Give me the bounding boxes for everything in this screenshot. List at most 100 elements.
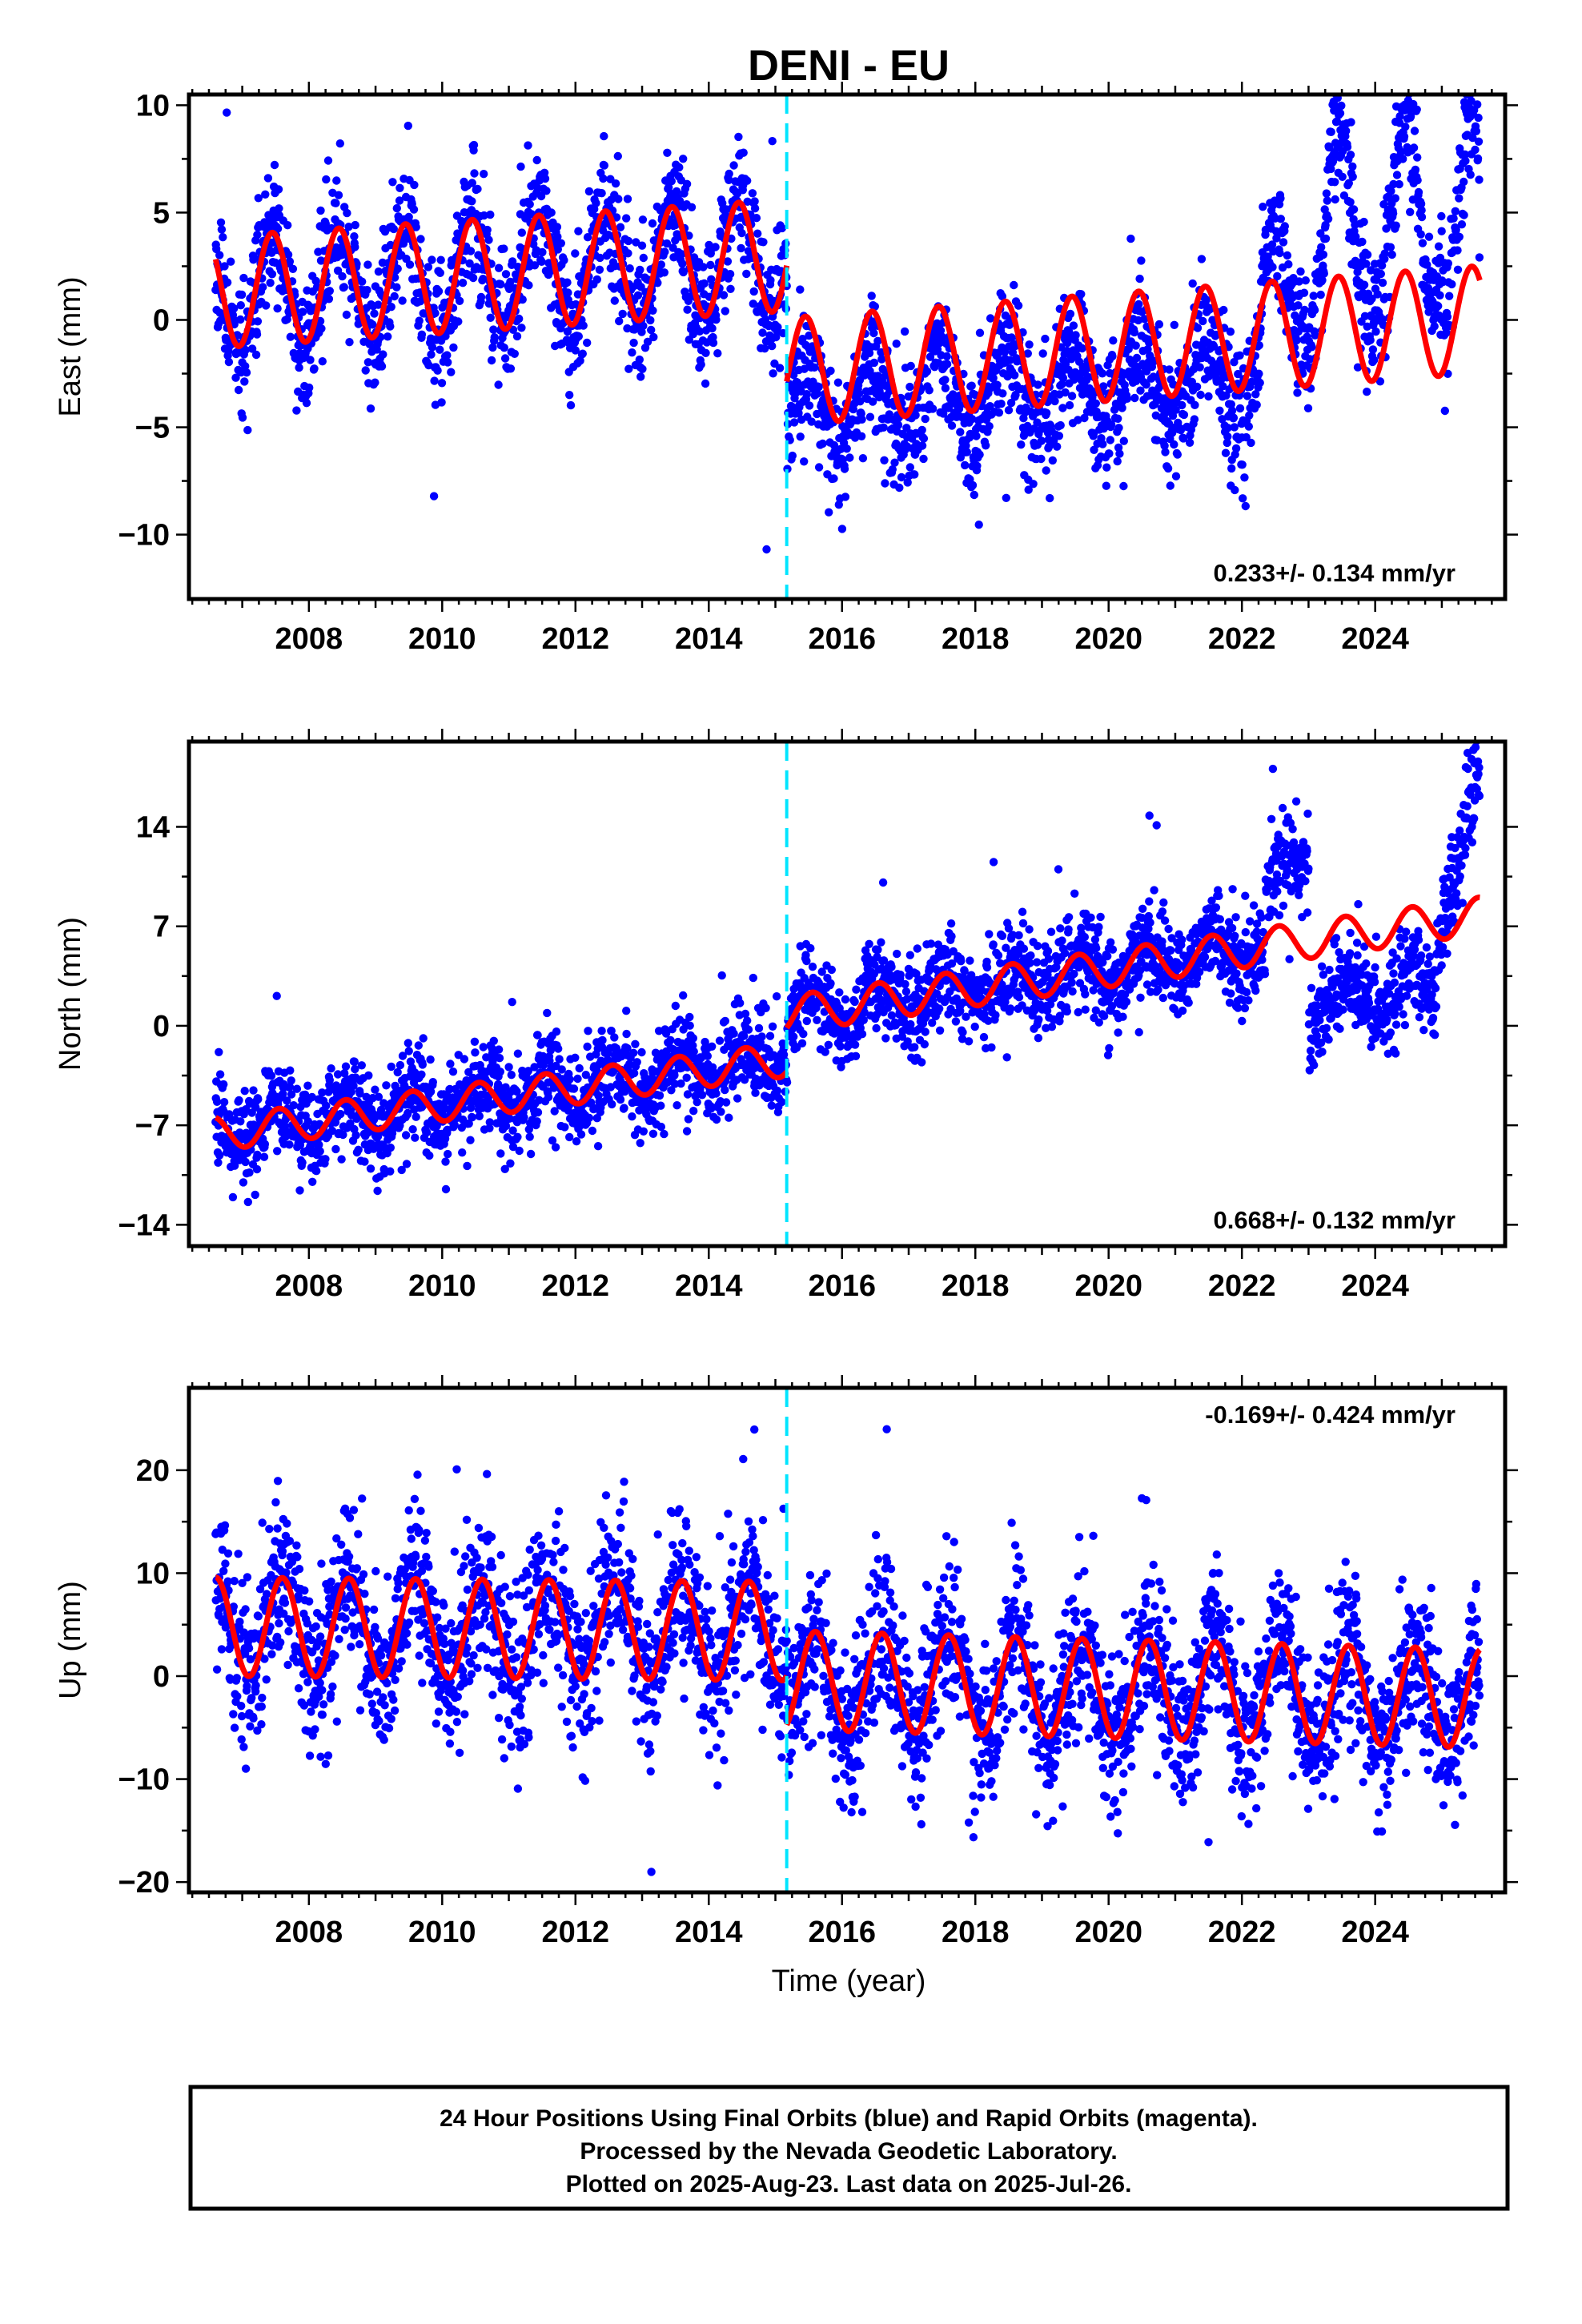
data-point [494, 263, 504, 272]
data-point [661, 247, 669, 256]
data-point [339, 1130, 347, 1140]
data-point [355, 1089, 364, 1098]
data-point [404, 212, 413, 222]
data-point [1056, 420, 1065, 430]
data-point [1295, 277, 1303, 286]
data-point [1348, 162, 1357, 171]
data-point [471, 1048, 480, 1057]
data-point [982, 441, 990, 450]
data-point [1353, 267, 1362, 276]
data-point [1321, 220, 1330, 230]
data-point [508, 257, 517, 266]
data-point [506, 1159, 515, 1168]
data-point [653, 279, 662, 287]
data-point [408, 1125, 417, 1134]
data-point [1460, 177, 1468, 187]
data-point [395, 196, 404, 205]
data-point [1239, 494, 1247, 503]
data-point [625, 264, 634, 273]
data-point [970, 490, 979, 500]
data-point [1276, 215, 1286, 223]
data-point [409, 205, 419, 214]
data-point [1227, 400, 1236, 409]
data-point [796, 285, 805, 294]
data-point [292, 1084, 302, 1093]
data-point [283, 315, 291, 324]
data-point [806, 943, 815, 953]
data-point [798, 335, 807, 344]
data-point [1470, 74, 1478, 82]
data-point [335, 139, 344, 148]
data-point [1437, 227, 1446, 235]
data-point [374, 267, 383, 276]
data-point [939, 409, 948, 418]
data-point [241, 362, 250, 371]
data-point [1231, 485, 1239, 495]
data-point [660, 268, 669, 277]
data-point [1179, 410, 1189, 420]
data-point [436, 345, 444, 354]
data-point [468, 179, 476, 187]
data-point [1460, 150, 1470, 159]
data-point [321, 1155, 330, 1164]
data-point [434, 287, 444, 296]
data-point [1242, 432, 1251, 442]
data-point [610, 296, 619, 305]
data-point [618, 309, 627, 319]
data-point [748, 189, 757, 198]
data-point [1424, 232, 1434, 241]
data-point [729, 161, 738, 170]
data-point [254, 1095, 263, 1104]
data-point [486, 210, 495, 219]
data-point [616, 1095, 625, 1104]
data-point [1346, 151, 1355, 159]
data-point [1145, 338, 1154, 348]
data-point [1430, 322, 1439, 331]
data-point [1416, 230, 1425, 239]
data-point [571, 1053, 580, 1063]
data-point [473, 184, 482, 194]
data-point [480, 170, 488, 179]
data-point [802, 1016, 811, 1026]
data-point [1054, 432, 1064, 440]
data-point [1251, 390, 1260, 399]
data-point [729, 1029, 738, 1038]
data-point [1411, 165, 1420, 175]
data-point [325, 1076, 334, 1085]
data-point [366, 1164, 375, 1173]
data-point [390, 292, 399, 301]
data-point [1240, 473, 1249, 482]
data-point [295, 1186, 304, 1195]
data-point [628, 1112, 636, 1121]
data-point [1058, 380, 1066, 388]
data-point [636, 372, 645, 381]
data-point [215, 1151, 224, 1160]
data-point [814, 383, 823, 392]
data-point [285, 257, 295, 266]
data-point [900, 327, 909, 336]
data-point [501, 1121, 511, 1131]
data-point [682, 1127, 692, 1136]
data-point [261, 190, 270, 199]
data-point [1243, 392, 1252, 400]
data-point [1130, 393, 1139, 403]
data-point [749, 973, 757, 983]
data-point [637, 241, 647, 250]
data-point [404, 1108, 412, 1118]
data-point [833, 378, 843, 387]
data-point [1108, 352, 1117, 361]
data-point [1410, 127, 1419, 135]
data-point [682, 1073, 691, 1083]
data-point [533, 1108, 543, 1117]
data-point [377, 362, 387, 371]
data-point [536, 191, 546, 201]
data-point [344, 223, 353, 231]
data-point [711, 243, 720, 251]
data-point [533, 1031, 542, 1039]
data-point [905, 463, 915, 472]
data-point [379, 350, 387, 359]
data-point [458, 1148, 467, 1157]
data-point [656, 1122, 665, 1132]
data-point [240, 377, 249, 386]
data-point [1472, 26, 1480, 34]
